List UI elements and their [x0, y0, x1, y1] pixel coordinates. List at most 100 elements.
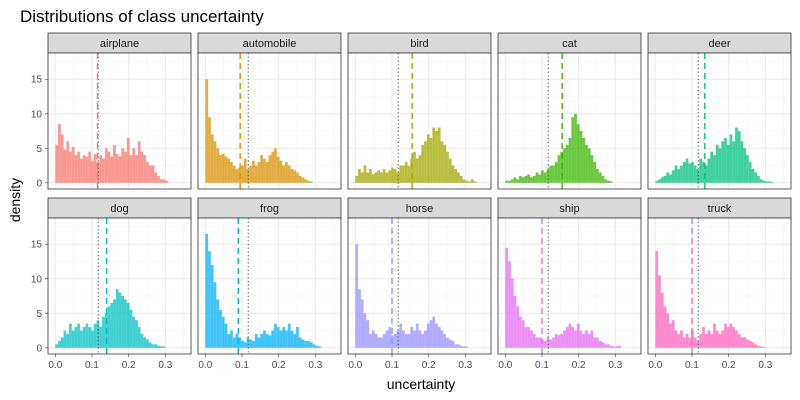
y-tick-label: 5	[36, 144, 42, 155]
histogram-bar	[360, 172, 364, 183]
histogram-bar	[762, 180, 766, 183]
histogram-bar	[468, 181, 471, 183]
histogram-bar	[80, 330, 83, 348]
histogram-bar	[574, 113, 577, 183]
histogram-bar	[721, 330, 725, 348]
histogram-bar	[85, 323, 89, 348]
histogram-bars	[55, 289, 166, 348]
histogram-bar	[210, 264, 214, 348]
histogram-bar	[399, 323, 403, 348]
facet-panel-deer: deer	[647, 32, 792, 190]
histogram-bar	[88, 151, 92, 183]
histogram-bar	[524, 327, 528, 348]
y-tick-label: 15	[31, 75, 43, 86]
histogram-bar	[415, 158, 419, 183]
histogram-bar	[140, 333, 144, 348]
histogram-bar	[69, 323, 72, 348]
histogram-bars	[55, 124, 169, 183]
histogram-bar	[293, 170, 297, 183]
histogram-bar	[746, 155, 749, 183]
histogram-bar	[658, 179, 661, 183]
histogram-bar	[454, 168, 458, 183]
y-tick-label: 0	[36, 343, 42, 354]
histogram-bar	[396, 172, 400, 183]
histogram-bars	[205, 233, 321, 348]
histogram-bar	[219, 155, 222, 183]
histogram-bar	[205, 79, 209, 183]
x-tick-label: 0.2	[422, 360, 436, 371]
histogram-bar	[55, 144, 59, 183]
histogram-bar	[671, 170, 675, 183]
histogram-bar	[607, 344, 610, 348]
histogram-bar	[454, 344, 458, 348]
histogram-bar	[63, 149, 67, 183]
histogram-bar	[374, 333, 378, 348]
histogram-bar	[285, 162, 288, 183]
histogram-bar	[565, 144, 569, 183]
histogram-bar	[563, 330, 566, 348]
facet-panel-dog: dog	[47, 197, 192, 355]
histogram-bar	[532, 175, 536, 183]
histogram-bar	[91, 330, 94, 348]
histogram-bar	[432, 316, 436, 348]
histogram-bar	[102, 158, 105, 183]
facet-panel-cat: cat	[497, 32, 642, 190]
histogram-bar	[315, 345, 319, 348]
histogram-bar	[510, 179, 514, 183]
histogram-bar	[279, 330, 283, 348]
histogram-bar	[309, 181, 313, 183]
histogram-bar	[713, 323, 716, 348]
histogram-bar	[677, 333, 681, 348]
histogram-bar	[448, 339, 452, 348]
histogram-bar	[124, 151, 127, 183]
histogram-bar	[582, 333, 586, 348]
facet-panel-airplane: airplane	[47, 32, 192, 190]
histogram-bar	[154, 344, 158, 348]
histogram-bar	[699, 333, 703, 348]
histogram-bar	[735, 127, 738, 183]
histogram-bar	[129, 155, 133, 183]
histogram-bars	[355, 244, 469, 348]
histogram-bar	[96, 320, 100, 348]
histogram-bar	[437, 327, 441, 348]
histogram-bar	[457, 172, 460, 183]
histogram-bar	[371, 330, 375, 348]
panel-border	[47, 217, 192, 355]
histogram-bar	[737, 131, 741, 183]
histogram-bar	[162, 346, 166, 348]
x-tick-label: 0.3	[758, 360, 772, 371]
histogram-bar	[137, 141, 141, 183]
histogram-bar	[382, 168, 386, 183]
histogram-bar	[298, 175, 302, 183]
histogram-bar	[104, 148, 108, 183]
histogram-bar	[58, 340, 61, 348]
histogram-bar	[410, 327, 414, 348]
facet-label: deer	[708, 38, 730, 50]
x-tick-label: 0.0	[48, 360, 62, 371]
histogram-bar	[432, 127, 436, 183]
histogram-bar	[318, 346, 321, 348]
chart-title: Distributions of class uncertainty	[20, 7, 264, 26]
histogram-bar	[601, 175, 605, 183]
histogram-bar	[462, 179, 466, 183]
histogram-bar	[224, 323, 228, 348]
histogram-bar	[55, 344, 59, 348]
x-axis-ticks: 0.0 0.1 0.2 0.3 0.0 0.1 0.2 0.3 0.0 0.1 0.2 0.3 0.0 0…	[48, 354, 773, 371]
histogram-bar	[568, 323, 572, 348]
histogram-bar	[718, 333, 722, 348]
histogram-bar	[143, 155, 147, 183]
histogram-bar	[380, 172, 383, 183]
histogram-bar	[505, 247, 509, 348]
histogram-bar	[260, 155, 264, 183]
histogram-bar	[148, 165, 152, 183]
histogram-bar	[243, 342, 247, 348]
histogram-bar	[658, 275, 661, 348]
histogram-bar	[459, 175, 463, 183]
histogram-bar	[107, 306, 111, 348]
histogram-bar	[510, 278, 514, 348]
histogram-bar	[146, 162, 149, 183]
histogram-bar	[557, 335, 561, 348]
histogram-bar	[666, 172, 670, 183]
histogram-bar	[74, 155, 78, 183]
histogram-bar	[746, 339, 749, 348]
